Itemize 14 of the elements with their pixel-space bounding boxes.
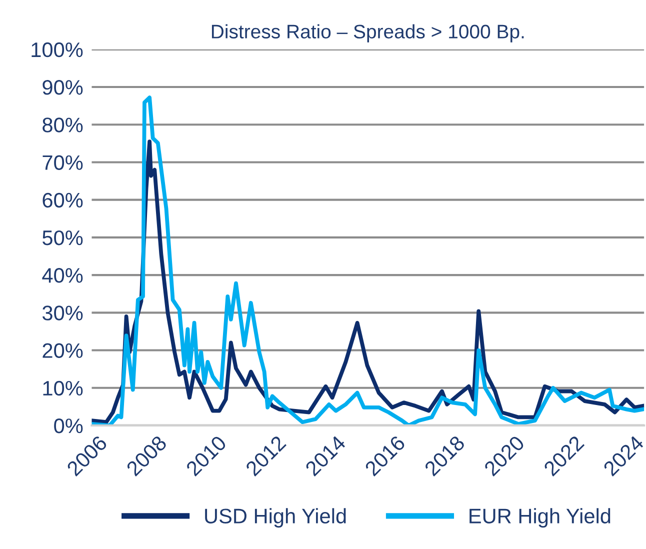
y-tick-label: 0% [54, 418, 83, 434]
y-tick-label: 70% [42, 155, 83, 170]
y-tick-label: 90% [42, 80, 83, 95]
y-tick-label: 60% [42, 192, 83, 208]
chart-title: Distress Ratio – Spreads > 1000 Bp. [212, 24, 524, 42]
y-tick-label: 50% [42, 230, 83, 246]
legend-label: USD High Yield [205, 508, 346, 528]
y-tick-label: 80% [42, 118, 83, 132]
legend-label: EUR High Yield [470, 508, 610, 528]
y-tick-label: 20% [42, 343, 83, 358]
y-tick-label: 30% [42, 306, 83, 320]
y-tick-label: 40% [42, 268, 83, 283]
y-tick-label: 10% [43, 380, 83, 396]
y-tick-label: 100% [32, 42, 83, 58]
